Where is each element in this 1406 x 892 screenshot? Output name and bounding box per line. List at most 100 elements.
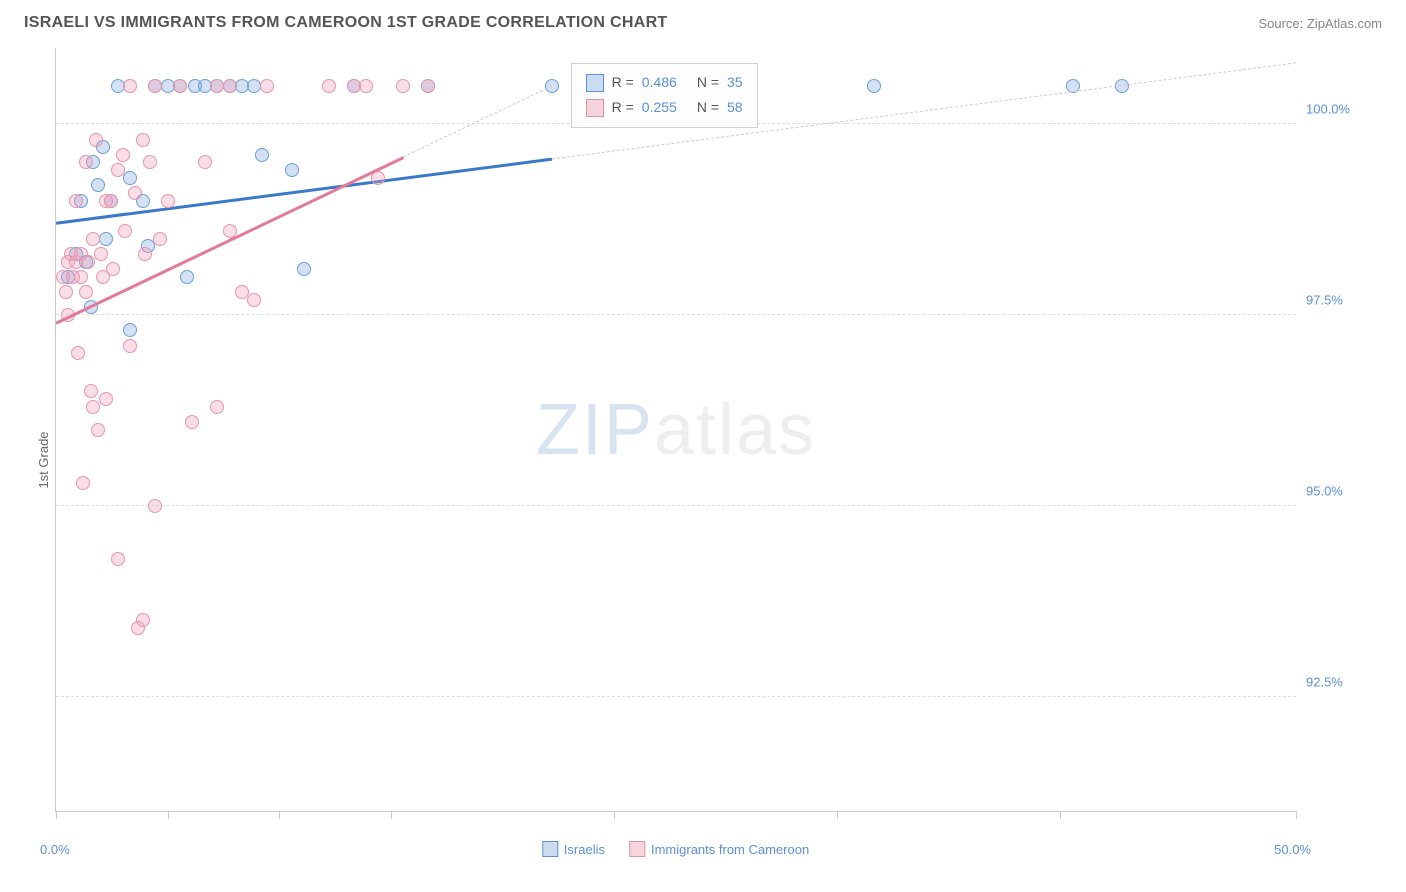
data-point [153, 232, 167, 246]
stats-row: R = 0.486 N = 35 [586, 70, 743, 95]
data-point [138, 247, 152, 261]
y-tick-label: 100.0% [1306, 102, 1376, 117]
data-point [89, 133, 103, 147]
chart-area: 1st Grade ZIPatlas 92.5% 95.0% 97.5% 100.0%… [25, 48, 1386, 872]
plot-region: ZIPatlas 92.5%95.0%97.5%100.0%R =0.486N … [55, 48, 1296, 812]
watermark-atlas: atlas [654, 390, 816, 470]
x-tick [1296, 811, 1297, 819]
n-value: 35 [727, 70, 743, 95]
x-tick [1060, 811, 1061, 819]
data-point [91, 423, 105, 437]
legend-item: Immigrants from Cameroon [629, 841, 809, 857]
data-point [210, 400, 224, 414]
x-min-label: 0.0% [40, 842, 70, 857]
data-point [285, 163, 299, 177]
x-max-label: 50.0% [1274, 842, 1311, 857]
data-point [76, 476, 90, 490]
chart-legend: Israelis Immigrants from Cameroon [542, 841, 809, 857]
data-point [123, 323, 137, 337]
x-axis-labels: 0.0% IsraelisImmigrants from Cameroon 50… [55, 837, 1296, 857]
x-tick [168, 811, 169, 819]
x-tick [279, 811, 280, 819]
y-tick-label: 92.5% [1306, 674, 1376, 689]
gridline [56, 314, 1296, 315]
data-point [297, 262, 311, 276]
data-point [247, 293, 261, 307]
data-point [86, 400, 100, 414]
series-swatch [586, 99, 604, 117]
data-point [106, 262, 120, 276]
data-point [111, 163, 125, 177]
data-point [111, 552, 125, 566]
data-point [71, 346, 85, 360]
chart-title: ISRAELI VS IMMIGRANTS FROM CAMEROON 1ST … [24, 14, 668, 32]
data-point [198, 155, 212, 169]
stats-row: R = 0.255 N = 58 [586, 95, 743, 120]
data-point [91, 178, 105, 192]
data-point [223, 79, 237, 93]
watermark-zip: ZIP [536, 390, 654, 470]
data-point [116, 148, 130, 162]
data-point [136, 613, 150, 627]
data-point [143, 155, 157, 169]
watermark: ZIPatlas [536, 389, 816, 471]
trendline [403, 86, 552, 158]
data-point [74, 270, 88, 284]
data-point [123, 171, 137, 185]
n-value: 58 [727, 95, 743, 120]
gridline [56, 696, 1296, 697]
data-point [180, 270, 194, 284]
data-point [396, 79, 410, 93]
r-value: 0.486 [642, 70, 677, 95]
data-point [104, 194, 118, 208]
chart-source: Source: ZipAtlas.com [1258, 16, 1382, 31]
data-point [99, 392, 113, 406]
data-point [128, 186, 142, 200]
data-point [260, 79, 274, 93]
y-axis-label: 1st Grade [36, 431, 51, 488]
legend-swatch [629, 841, 645, 857]
data-point [81, 255, 95, 269]
data-point [79, 155, 93, 169]
data-point [86, 232, 100, 246]
data-point [322, 79, 336, 93]
data-point [136, 133, 150, 147]
r-label: R = [612, 70, 634, 95]
data-point [123, 79, 137, 93]
r-label: R = [612, 95, 634, 120]
x-tick [56, 811, 57, 819]
data-point [94, 247, 108, 261]
gridline [56, 505, 1296, 506]
data-point [255, 148, 269, 162]
x-tick [614, 811, 615, 819]
y-tick-label: 95.0% [1306, 483, 1376, 498]
n-label: N = [697, 95, 719, 120]
n-label: N = [697, 70, 719, 95]
series-swatch [586, 74, 604, 92]
data-point [421, 79, 435, 93]
legend-item: Israelis [542, 841, 605, 857]
legend-label: Israelis [564, 842, 605, 857]
chart-header: ISRAELI VS IMMIGRANTS FROM CAMEROON 1ST … [0, 0, 1406, 42]
legend-label: Immigrants from Cameroon [651, 842, 809, 857]
data-point [123, 339, 137, 353]
data-point [173, 79, 187, 93]
data-point [59, 285, 73, 299]
data-point [148, 499, 162, 513]
data-point [99, 232, 113, 246]
x-tick [391, 811, 392, 819]
data-point [867, 79, 881, 93]
data-point [359, 79, 373, 93]
data-point [79, 285, 93, 299]
data-point [161, 194, 175, 208]
data-point [69, 194, 83, 208]
stats-box: R = 0.486 N = 35 R = 0.255 N = 58 [571, 63, 758, 127]
data-point [118, 224, 132, 238]
r-value: 0.255 [642, 95, 677, 120]
data-point [84, 384, 98, 398]
legend-swatch [542, 841, 558, 857]
data-point [148, 79, 162, 93]
x-tick [837, 811, 838, 819]
data-point [185, 415, 199, 429]
y-tick-label: 97.5% [1306, 293, 1376, 308]
